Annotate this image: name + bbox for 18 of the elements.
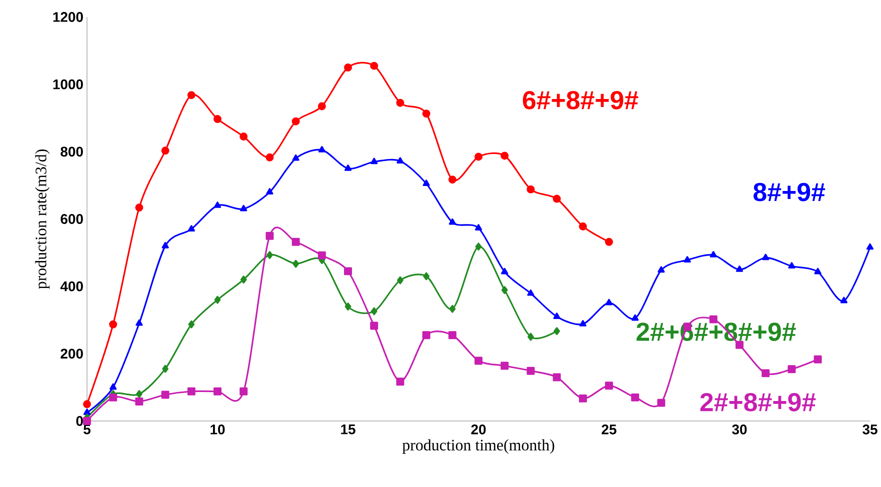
y-tick-label: 1200	[53, 12, 83, 22]
x-axis-title: production time(month)	[402, 439, 554, 454]
y-tick-label: 600	[60, 214, 83, 224]
x-tick-label: 35	[862, 424, 878, 434]
y-tick-label: 1000	[53, 79, 83, 90]
x-tick-label: 15	[341, 424, 356, 434]
x-tick-label: 20	[471, 424, 486, 434]
y-tick-label: 200	[60, 348, 83, 359]
y-axis-title: production rate(m3/d)	[35, 150, 50, 289]
text: 8#+9#	[754, 182, 826, 202]
y-tick-label: 400	[60, 281, 83, 292]
series-label: 2#+8#+9#	[700, 392, 816, 412]
x-tick-label: 30	[732, 424, 747, 434]
x-tick-label: 10	[210, 424, 225, 434]
x-tick-label: 25	[602, 424, 616, 434]
y-tick-label: 800	[60, 146, 83, 157]
series-label: 6#+8#+9#	[522, 90, 638, 110]
y-tick-label: 0	[76, 416, 83, 426]
